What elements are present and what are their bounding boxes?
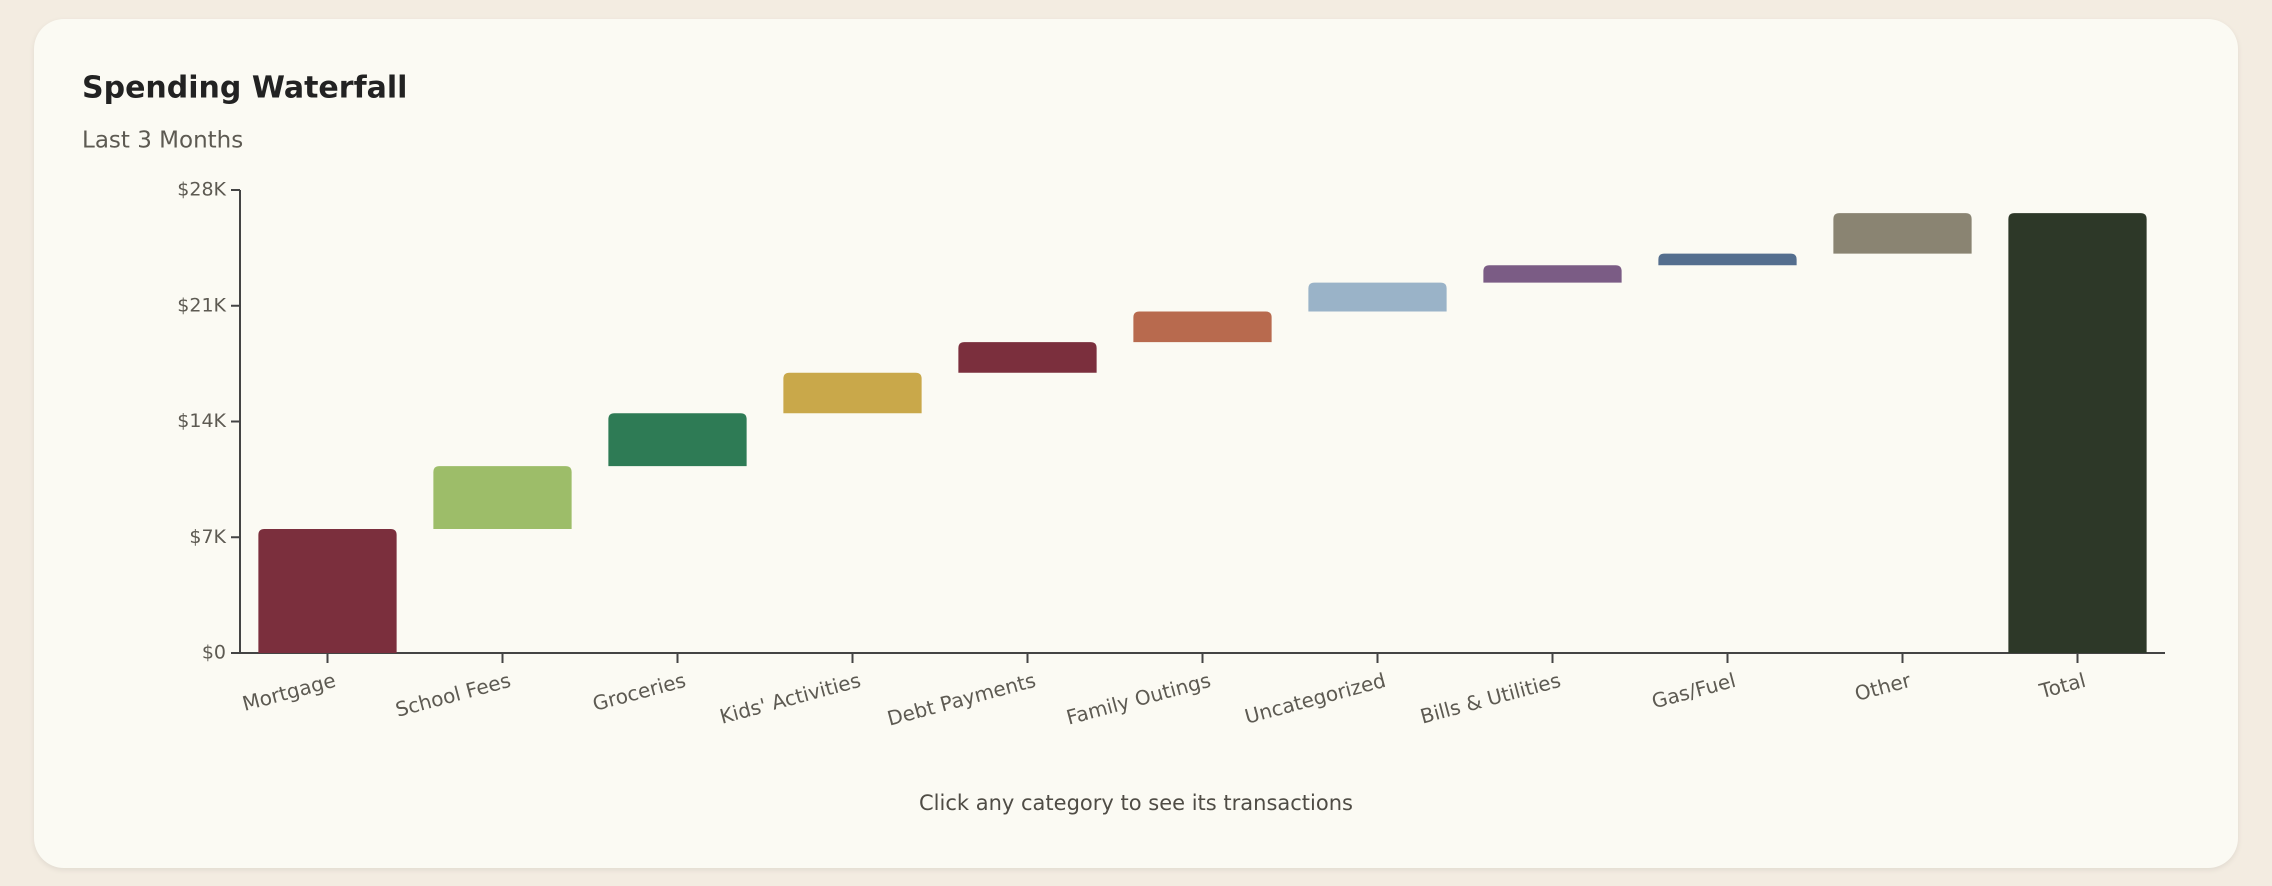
y-tick-label: $0 (202, 642, 226, 664)
y-tick-label: $28K (177, 179, 226, 201)
card (34, 19, 2238, 868)
bar[interactable] (1483, 265, 1622, 283)
bar[interactable] (1833, 213, 1972, 254)
y-tick-label: $14K (177, 410, 226, 432)
x-tick-label[interactable]: Family Outings (1064, 668, 1213, 730)
bar[interactable] (1133, 311, 1272, 343)
bar[interactable] (1308, 282, 1447, 312)
x-tick-label[interactable]: Kids' Activities (717, 668, 863, 729)
bar[interactable] (608, 413, 747, 467)
y-tick-label: $7K (189, 526, 226, 548)
x-tick-label[interactable]: Mortgage (240, 668, 338, 716)
chart-title: Spending Waterfall (82, 71, 407, 106)
x-tick-label[interactable]: Bills & Utilities (1418, 668, 1564, 729)
footer-note: Click any category to see its transactio… (919, 791, 1353, 815)
x-tick-label[interactable]: Groceries (590, 668, 688, 716)
x-tick-label[interactable]: Total (2036, 668, 2088, 704)
bar[interactable] (2008, 213, 2147, 653)
x-tick-label[interactable]: Other (1852, 668, 1914, 706)
bar[interactable] (1658, 253, 1797, 266)
bar[interactable] (433, 466, 572, 529)
bar[interactable] (958, 342, 1097, 373)
y-tick-label: $21K (177, 294, 226, 316)
bar[interactable] (783, 372, 922, 414)
x-tick-label[interactable]: Gas/Fuel (1649, 668, 1738, 713)
bar[interactable] (258, 528, 397, 653)
chart-subtitle: Last 3 Months (82, 128, 243, 154)
x-tick-label[interactable]: School Fees (393, 668, 513, 722)
x-tick-label[interactable]: Debt Payments (885, 668, 1039, 731)
x-tick-label[interactable]: Uncategorized (1242, 668, 1388, 729)
